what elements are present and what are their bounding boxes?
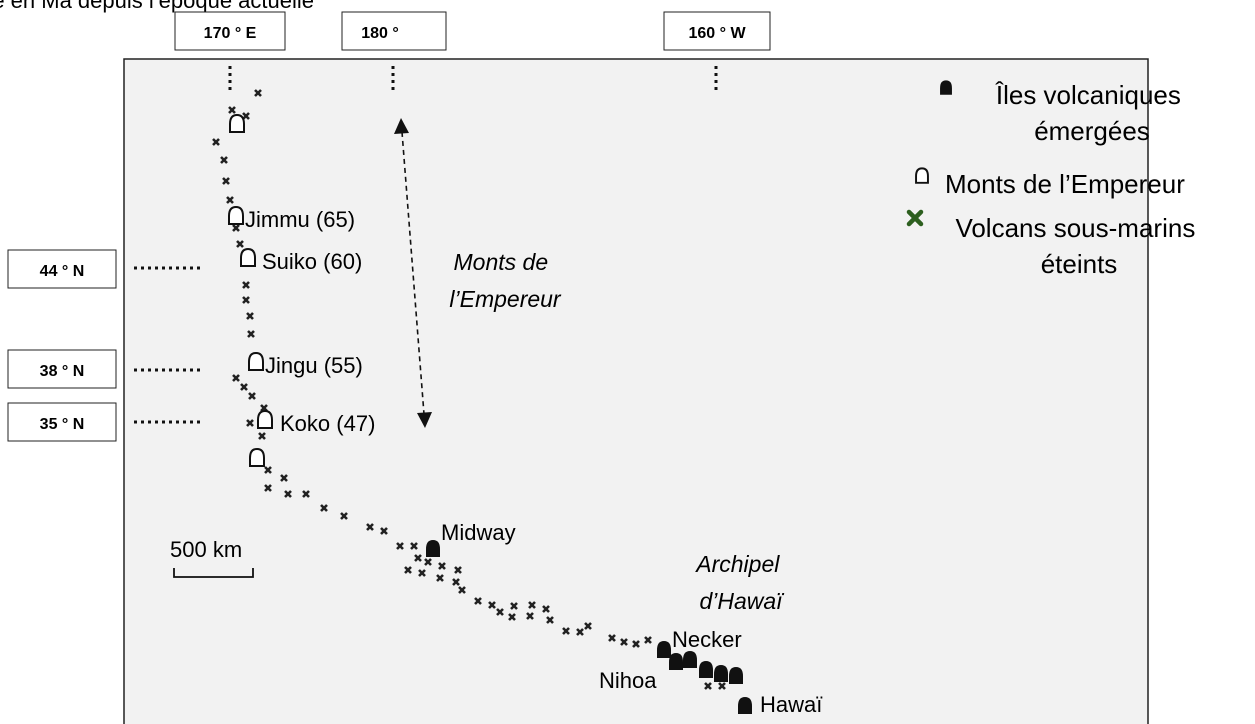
seamount-label-jimmu: Jimmu (65) [245,207,355,232]
seamount-jingu-marker [248,352,264,371]
arrow-head-up [394,118,409,134]
seamount-label-koko: Koko (47) [280,411,375,436]
island-necker-marker [657,641,671,658]
seamount-label-suiko: Suiko (60) [262,249,362,274]
scale-bar [173,568,254,578]
latitude-label-35n: 35 ° N [7,402,117,442]
svg-text:35 ° N: 35 ° N [40,416,85,433]
map-frame [123,58,1149,724]
latitude-label-44n: 44 ° N [7,249,117,289]
scale-bar-label: 500 km [170,537,242,562]
island-label-hawaii: Hawaï [760,692,823,717]
emperor-chain-arrow [394,118,432,428]
legend-seamount-icon [915,167,929,184]
island-marker-3 [683,651,697,668]
svg-text:Suiko (60): Suiko (60) [262,249,362,274]
hawaii-archipelago-label: Archipel d’Hawaï [694,551,786,614]
svg-text:44 ° N: 44 ° N [40,263,85,280]
svg-text:38 ° N: 38 ° N [40,363,85,380]
legend-submarine-label: Volcans sous-marins éteints [955,213,1202,279]
island-midway-marker [426,540,440,557]
latitude-label-38n: 38 ° N [7,349,117,389]
svg-text:170 ° E: 170 ° E [204,25,257,42]
island-marker-5 [714,665,728,682]
legend-submarine-icon [906,209,924,227]
svg-text:Koko (47): Koko (47) [280,411,375,436]
seamount-koko-marker [257,410,273,429]
legend-seamount-label: Monts de l’Empereur [945,169,1185,199]
legend-emerged-label: Îles volcaniques émergées [995,80,1188,146]
caption-fragment: (…), ainsi que leur âge en Ma depuis l’é… [0,0,314,13]
legend: Îles volcaniques émergées Monts de l’Emp… [906,80,1202,279]
emperor-chain-label: Monts de l’Empereur [449,249,562,312]
svg-text:180 °: 180 ° [361,25,399,42]
island-marker-2 [669,653,683,670]
longitude-label-160w: 160 ° W [663,11,771,51]
svg-text:Jimmu (65): Jimmu (65) [245,207,355,232]
seamount-jimmu-marker [228,206,244,225]
arrow-head-down [417,412,432,428]
island-label-necker: Necker [672,627,742,652]
svg-text:160 ° W: 160 ° W [688,25,746,42]
island-label-midway: Midway [441,520,516,545]
island-marker-6 [729,667,743,684]
seamount-label-jingu: Jingu (55) [265,353,363,378]
island-marker-4 [699,661,713,678]
svg-text:Jingu (55): Jingu (55) [265,353,363,378]
legend-emerged-icon [940,80,952,95]
island-hawaii-marker [738,697,752,714]
seamount-suiko-marker [240,248,256,267]
longitude-label-180: 180 ° [341,11,447,51]
island-label-nihoa: Nihoa [599,668,657,693]
longitude-label-170e: 170 ° E [174,11,286,51]
seamount-top-marker [229,114,245,133]
seamount-bottom-marker [249,448,265,467]
